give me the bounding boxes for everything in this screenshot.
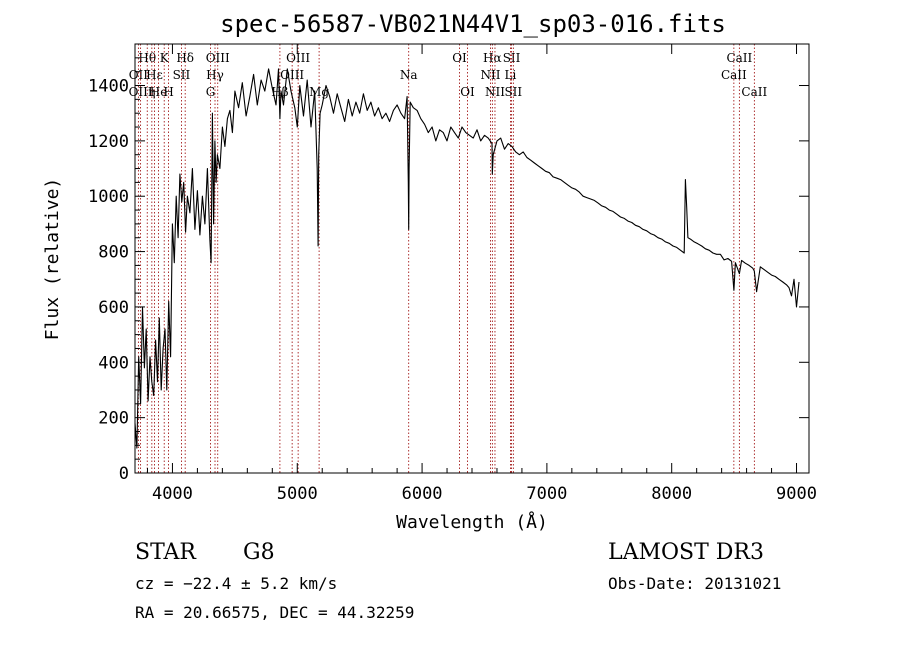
y-tick-label: 0	[119, 464, 129, 484]
line-marker-label: Hγ	[206, 68, 224, 82]
x-axis: 4000 5000 6000 7000 8000 9000	[146, 44, 817, 504]
y-axis: 0 200 400 600 800 1000 1200 1400	[88, 43, 809, 484]
y-axis-label: Flux (relative)	[42, 178, 63, 341]
y-tick-label: 1200	[88, 132, 129, 152]
plot-frame	[134, 43, 810, 474]
object-class: STAR	[135, 540, 196, 565]
y-tick-label: 400	[98, 353, 129, 373]
spectrum-series	[134, 68, 800, 449]
line-marker-label: SII	[503, 51, 521, 65]
line-marker-label: SII	[173, 68, 191, 82]
sky-coordinates: RA = 20.66575, DEC = 44.32259	[135, 603, 415, 622]
redshift-velocity: cz = −22.4 ± 5.2 km/s	[135, 574, 338, 593]
line-marker-label: CaII	[741, 85, 767, 99]
line-marker-label: H	[163, 85, 173, 99]
line-marker-label: OI	[460, 85, 475, 99]
y-tick-label: 1000	[88, 187, 129, 207]
object-subclass: G8	[243, 540, 275, 565]
line-marker-label: K	[160, 51, 170, 65]
line-marker-label: OI	[452, 51, 467, 65]
observation-date: Obs-Date: 20131021	[608, 574, 782, 593]
line-marker-label: Hε	[146, 68, 163, 82]
line-marker-label: NII	[485, 85, 505, 99]
y-tick-label: 800	[98, 243, 129, 263]
spectrum-line	[134, 68, 800, 449]
line-marker-label: Hθ	[138, 51, 156, 65]
y-tick-label: 200	[98, 409, 129, 429]
survey-label: LAMOST DR3	[608, 540, 764, 565]
line-marker-label: CaII	[726, 51, 752, 65]
y-tick-label: 600	[98, 298, 129, 318]
x-tick-label: 9000	[776, 484, 817, 504]
chart-title: spec-56587-VB021N44V1_sp03-016.fits	[220, 10, 726, 38]
line-marker-label: Li	[505, 68, 517, 82]
line-marker-label: OIII	[206, 51, 230, 65]
line-marker-label: G	[206, 85, 216, 99]
x-tick-label: 6000	[402, 484, 443, 504]
line-marker-label: Hδ	[176, 51, 194, 65]
line-marker-label: OII	[129, 68, 149, 82]
y-tick-label: 1400	[88, 77, 129, 97]
x-tick-label: 4000	[152, 484, 193, 504]
line-marker-label: NII	[480, 68, 500, 82]
x-tick-label: 7000	[526, 484, 567, 504]
line-marker-label: OIII	[280, 68, 304, 82]
line-marker-label: Na	[400, 68, 418, 82]
x-tick-label: 5000	[277, 484, 318, 504]
line-marker-label: SII	[504, 85, 522, 99]
line-marker-label: He	[150, 85, 168, 99]
line-marker-label: OIII	[286, 51, 310, 65]
line-marker-label: Hα	[483, 51, 502, 65]
line-marker-label: CaII	[721, 68, 747, 82]
x-axis-label: Wavelength (Å)	[396, 511, 548, 533]
line-marker-label: η	[148, 85, 155, 99]
x-tick-label: 8000	[651, 484, 692, 504]
